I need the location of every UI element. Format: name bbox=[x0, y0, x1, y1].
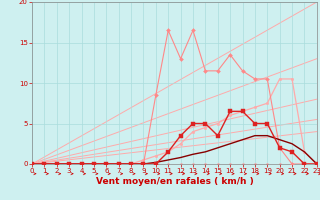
X-axis label: Vent moyen/en rafales ( km/h ): Vent moyen/en rafales ( km/h ) bbox=[96, 177, 253, 186]
